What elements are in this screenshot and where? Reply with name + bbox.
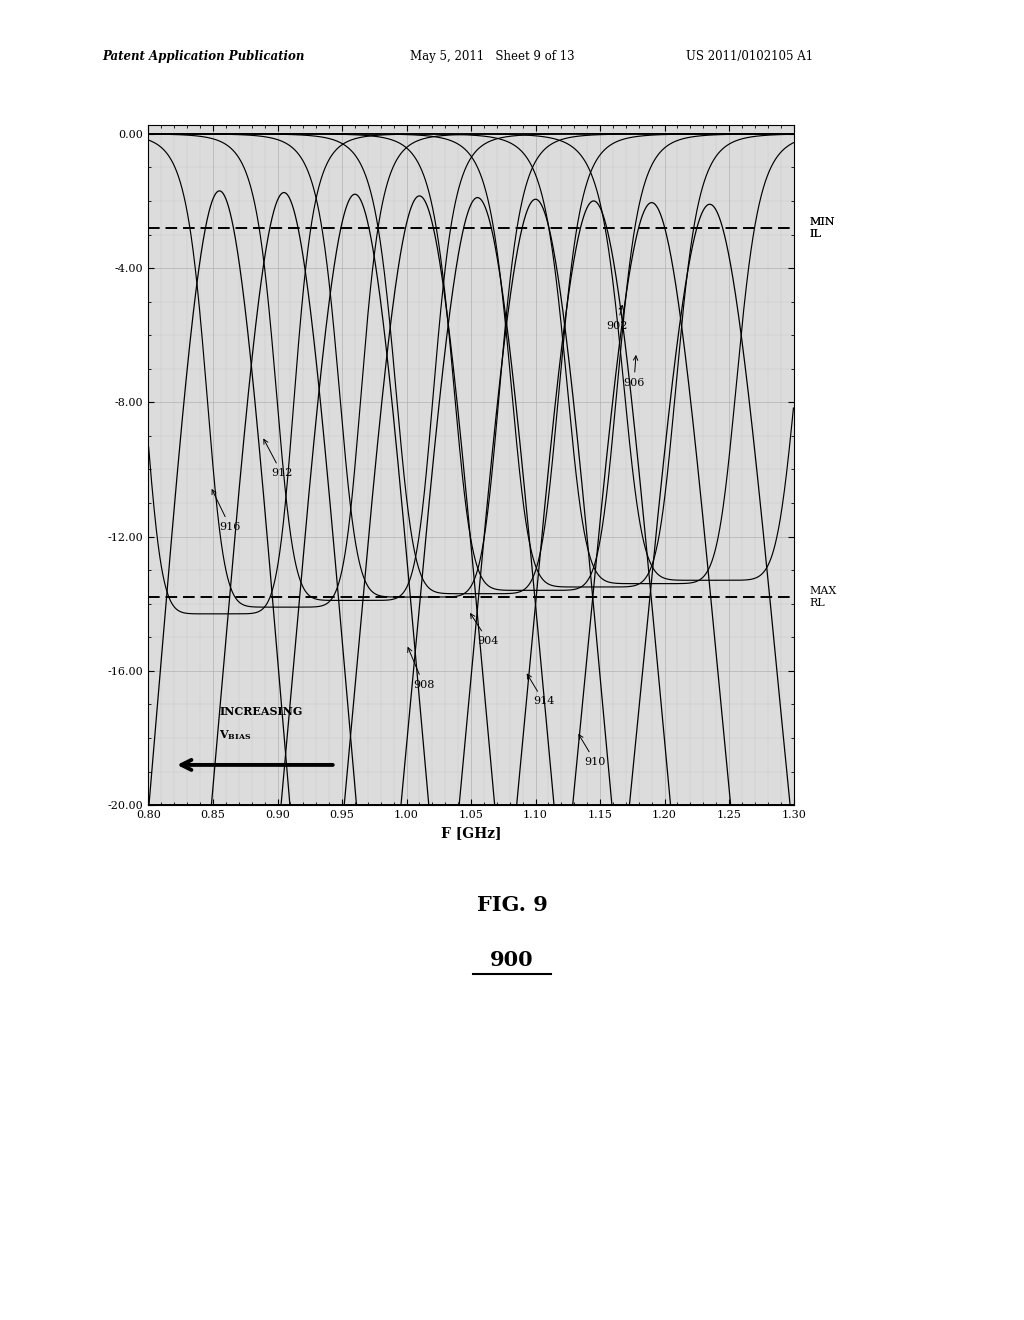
Text: 908: 908	[408, 648, 434, 690]
Text: 900: 900	[490, 950, 534, 970]
Text: MIN
IL: MIN IL	[809, 216, 835, 239]
Text: US 2011/0102105 A1: US 2011/0102105 A1	[686, 50, 813, 63]
Text: V$_{\mathregular{BIAS}}$: V$_{\mathregular{BIAS}}$	[219, 727, 252, 742]
Text: 912: 912	[264, 440, 293, 478]
Text: FIG. 9: FIG. 9	[476, 895, 548, 915]
Text: 904: 904	[471, 614, 499, 645]
Text: 902: 902	[606, 305, 628, 330]
Text: MAX
RL: MAX RL	[809, 586, 837, 609]
Text: MIN
IL: MIN IL	[809, 216, 835, 239]
Text: 906: 906	[624, 356, 645, 388]
Text: Patent Application Publication: Patent Application Publication	[102, 50, 305, 63]
Text: 910: 910	[579, 735, 606, 767]
X-axis label: F [GHz]: F [GHz]	[440, 825, 502, 840]
Text: May 5, 2011   Sheet 9 of 13: May 5, 2011 Sheet 9 of 13	[410, 50, 574, 63]
Text: 914: 914	[527, 675, 554, 706]
Text: INCREASING: INCREASING	[219, 706, 303, 717]
Text: 916: 916	[212, 490, 241, 532]
